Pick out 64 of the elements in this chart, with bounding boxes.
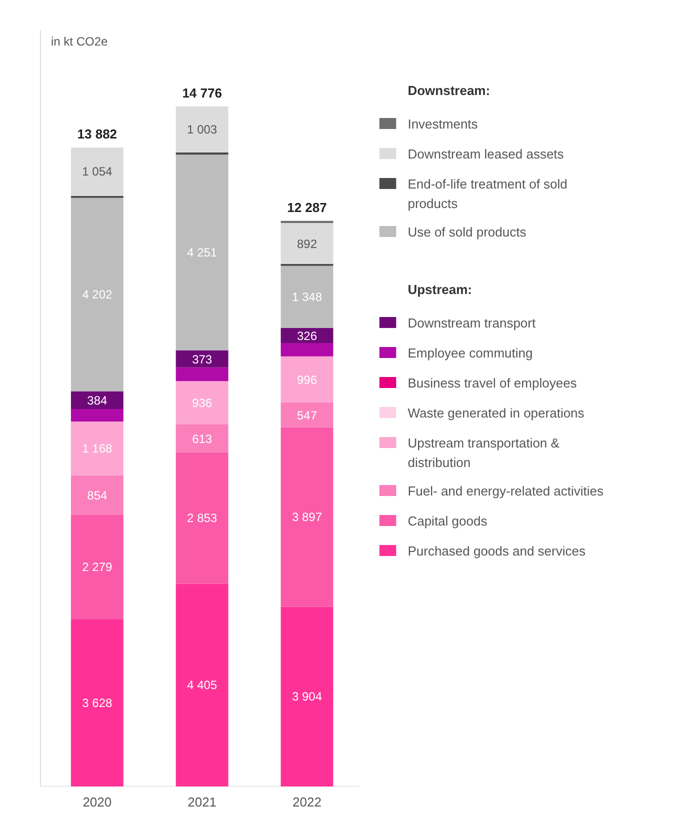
data-label: 613 bbox=[192, 432, 212, 446]
y-axis-title: in kt CO2e bbox=[50, 34, 108, 48]
data-label: 892 bbox=[296, 237, 318, 252]
bar bbox=[176, 424, 228, 452]
bar bbox=[70, 514, 124, 620]
bar bbox=[280, 342, 334, 356]
x-tick-label: 2021 bbox=[188, 794, 217, 810]
bar bbox=[176, 452, 228, 584]
data-label: 936 bbox=[192, 396, 212, 410]
text: Downstream: bbox=[408, 83, 490, 98]
bar bbox=[280, 356, 334, 402]
data-label: 4 405 bbox=[187, 678, 218, 692]
bar bbox=[70, 147, 124, 196]
bar bbox=[176, 381, 228, 424]
bar bbox=[176, 154, 228, 350]
data-label: 326 bbox=[296, 328, 318, 343]
data-label: 3 897 bbox=[292, 510, 322, 524]
legend-label: Purchased goods and services bbox=[408, 544, 586, 558]
bar bbox=[280, 427, 334, 607]
data-label: 4 251 bbox=[187, 245, 218, 260]
bar bbox=[176, 584, 228, 786]
x-tick-label: 2020 bbox=[82, 794, 112, 810]
legend-label: Use of sold products bbox=[408, 224, 527, 240]
legend-label: Upstream transportation & distribution bbox=[408, 436, 560, 470]
bar bbox=[280, 222, 334, 264]
bar bbox=[70, 198, 124, 392]
bar bbox=[280, 266, 334, 328]
legend-label: Downstream transport bbox=[408, 316, 536, 330]
legend-label: Waste generated in operations bbox=[408, 406, 585, 420]
legend-label: Investments bbox=[408, 116, 478, 132]
total-label: 12 287 bbox=[287, 200, 327, 215]
data-label: 1 168 bbox=[82, 441, 112, 456]
bar bbox=[70, 475, 124, 515]
legend-label: Employee commuting bbox=[408, 346, 533, 360]
bar bbox=[70, 408, 124, 422]
bar bbox=[176, 367, 228, 382]
total-label: 13 882 bbox=[77, 126, 118, 142]
legend-label: Downstream leased assets bbox=[408, 146, 564, 162]
data-label: 2 279 bbox=[82, 560, 112, 574]
data-label: 4 202 bbox=[82, 288, 112, 302]
data-label: 1 348 bbox=[292, 290, 322, 304]
data-label: 547 bbox=[296, 408, 318, 422]
data-label: 2 853 bbox=[187, 511, 218, 526]
legend-label: End-of-life treatment of sold products bbox=[408, 176, 568, 211]
data-label: 854 bbox=[87, 488, 108, 502]
bar bbox=[280, 402, 334, 428]
bar bbox=[176, 350, 228, 368]
bar bbox=[176, 106, 228, 153]
data-label: 1 003 bbox=[187, 122, 218, 136]
data-label: 3 628 bbox=[82, 696, 112, 710]
bar bbox=[280, 606, 334, 786]
legend-label: Capital goods bbox=[408, 514, 488, 528]
text: Upstream: bbox=[408, 282, 472, 297]
total-label: 14 776 bbox=[182, 85, 222, 100]
data-label: 1 054 bbox=[82, 164, 112, 179]
data-label: 996 bbox=[296, 372, 318, 387]
x-tick-label: 2022 bbox=[292, 794, 322, 810]
legend-label: Business travel of employees bbox=[408, 376, 578, 390]
data-label: 3 904 bbox=[292, 690, 322, 704]
data-label: 384 bbox=[87, 394, 108, 408]
data-label: 373 bbox=[192, 352, 212, 366]
bar bbox=[70, 620, 124, 786]
legend-label: Fuel- and energy-related activities bbox=[408, 484, 604, 498]
bar bbox=[70, 422, 124, 476]
